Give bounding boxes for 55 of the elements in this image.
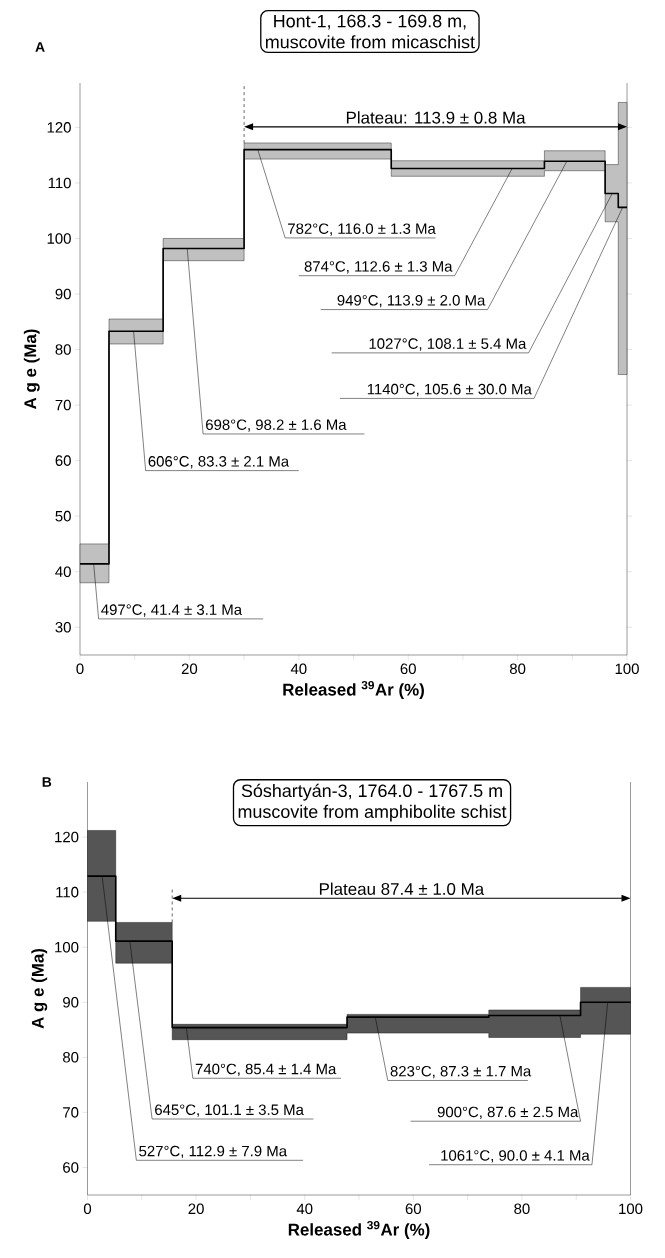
x-tick-label: 100 — [615, 663, 639, 675]
y-tick-label: 100 — [47, 233, 71, 244]
x-tick-label: 0 — [83, 1203, 92, 1215]
x-tick-label: 40 — [290, 663, 307, 675]
annotation: 949°C, 113.9 ± 2.0 Ma — [337, 295, 486, 308]
annotation: 497°C, 41.4 ± 3.1 Ma — [101, 604, 243, 617]
annotation: 782°C, 116.0 ± 1.3 Ma — [288, 223, 436, 236]
x-tick-label: 60 — [400, 663, 416, 675]
annotation: 527°C, 112.9 ± 7.9 Ma — [139, 1145, 288, 1159]
y-tick-label: 50 — [55, 510, 71, 522]
annotation: 698°C, 98.2 ± 1.6 Ma — [206, 419, 347, 432]
x-tick-label: 80 — [514, 1203, 530, 1215]
y-tick-label: 70 — [63, 1107, 79, 1118]
annotation: 823°C, 87.3 ± 1.7 Ma — [390, 1065, 532, 1079]
annotation: 645°C, 101.1 ± 3.5 Ma — [155, 1104, 304, 1117]
chart-title: Hont-1, 168.3 - 169.8 m, — [274, 14, 466, 30]
x-axis-title: Released $^{39}$Ar (%) — [288, 1220, 430, 1239]
x-tick-label: 100 — [619, 1203, 643, 1215]
y-tick-label: 30 — [55, 621, 71, 633]
annotation: 900°C, 87.6 ± 2.5 Ma — [437, 1106, 579, 1120]
chart-title: Sóshartyán-3, 1764.0 - 1767.5 m — [241, 783, 502, 801]
text: muscovite from amphibolite schist — [238, 804, 507, 822]
x-tick-label: 0 — [76, 663, 84, 675]
x-tick-label: 20 — [181, 663, 198, 675]
y-tick-label: 80 — [63, 1052, 79, 1063]
annotation: Plateau 87.4 ± 1.0 Ma — [319, 882, 485, 895]
y-tick-label: 40 — [55, 566, 71, 577]
y-tick-label: 80 — [55, 344, 71, 355]
annotation: 874°C, 112.6 ± 1.3 Ma — [304, 261, 453, 274]
y-tick-label: 120 — [55, 831, 79, 843]
text: A — [35, 42, 45, 52]
y-tick-label: 90 — [63, 996, 79, 1008]
y-tick-label: 110 — [48, 177, 71, 189]
annotation: 740°C, 85.4 ± 1.4 Ma — [195, 1063, 337, 1077]
x-axis-title: Released $^{39}$Ar (%) — [283, 680, 424, 699]
annotation: 1140°C, 105.6 ± 30.0 Ma — [367, 383, 532, 397]
y-tick-label: 70 — [55, 399, 71, 411]
y-tick-label: 100 — [55, 941, 79, 953]
x-tick-label: 20 — [188, 1203, 204, 1215]
annotation: 1061°C, 90.0 ± 4.1 Ma — [441, 1150, 590, 1163]
x-tick-label: 80 — [509, 663, 526, 675]
y-tick-label: 60 — [55, 455, 71, 466]
chart-subtitle: muscovite from micaschist — [265, 35, 475, 49]
y-tick-label: 60 — [63, 1162, 79, 1173]
x-tick-label: 60 — [405, 1203, 422, 1215]
y-axis-title: A g e (Ma) — [31, 948, 48, 1029]
annotation: 606°C, 83.3 ± 2.1 Ma — [148, 456, 290, 469]
y-tick-label: 120 — [47, 122, 71, 133]
y-tick-label: 90 — [55, 288, 71, 300]
annotation: Plateau: 113.9 ± 0.8 Ma — [346, 111, 526, 124]
y-tick-label: 110 — [56, 886, 79, 898]
annotation: 1027°C, 108.1 ± 5.4 Ma — [369, 338, 527, 351]
y-axis-title: A g e (Ma) — [23, 329, 40, 410]
x-tick-label: 40 — [296, 1203, 313, 1215]
text: B — [42, 777, 52, 787]
